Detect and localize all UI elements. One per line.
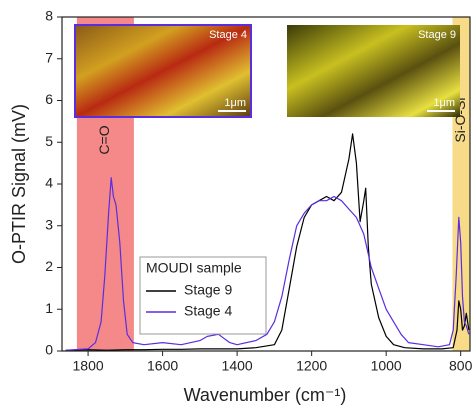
- x-tick-label: 1200: [296, 358, 327, 374]
- legend-label: Stage 4: [184, 303, 232, 319]
- legend-title: MOUDI sample: [146, 260, 242, 276]
- inset-label: Stage 9: [418, 29, 456, 41]
- y-tick-label: 8: [45, 8, 53, 24]
- inset-scale: 1μm: [433, 97, 455, 109]
- legend: [139, 256, 267, 335]
- y-tick-label: 5: [45, 133, 53, 149]
- inset-label: Stage 4: [209, 29, 247, 41]
- series-line: [65, 177, 470, 351]
- x-axis-label: Wavenumber (cm⁻¹): [184, 385, 347, 405]
- series-line: [65, 133, 470, 351]
- y-tick-label: 2: [45, 258, 53, 274]
- inset-image: [74, 24, 252, 118]
- y-tick-label: 7: [45, 49, 53, 65]
- legend-label: Stage 9: [184, 282, 232, 298]
- x-tick-label: 1400: [222, 358, 253, 374]
- y-axis-label: O-PTIR Signal (mV): [9, 104, 29, 264]
- y-tick-label: 0: [45, 342, 53, 358]
- x-tick-label: 1000: [371, 358, 402, 374]
- x-tick-label: 1800: [73, 358, 104, 374]
- x-tick-label: 1600: [147, 358, 178, 374]
- y-tick-label: 3: [45, 216, 53, 232]
- inset-scale: 1μm: [224, 97, 246, 109]
- y-tick-label: 1: [45, 300, 53, 316]
- y-tick-label: 4: [45, 175, 53, 191]
- y-tick-label: 6: [45, 91, 53, 107]
- band-label: C=O: [96, 125, 112, 154]
- inset-image: [287, 25, 460, 117]
- x-tick-label: 800: [449, 358, 473, 374]
